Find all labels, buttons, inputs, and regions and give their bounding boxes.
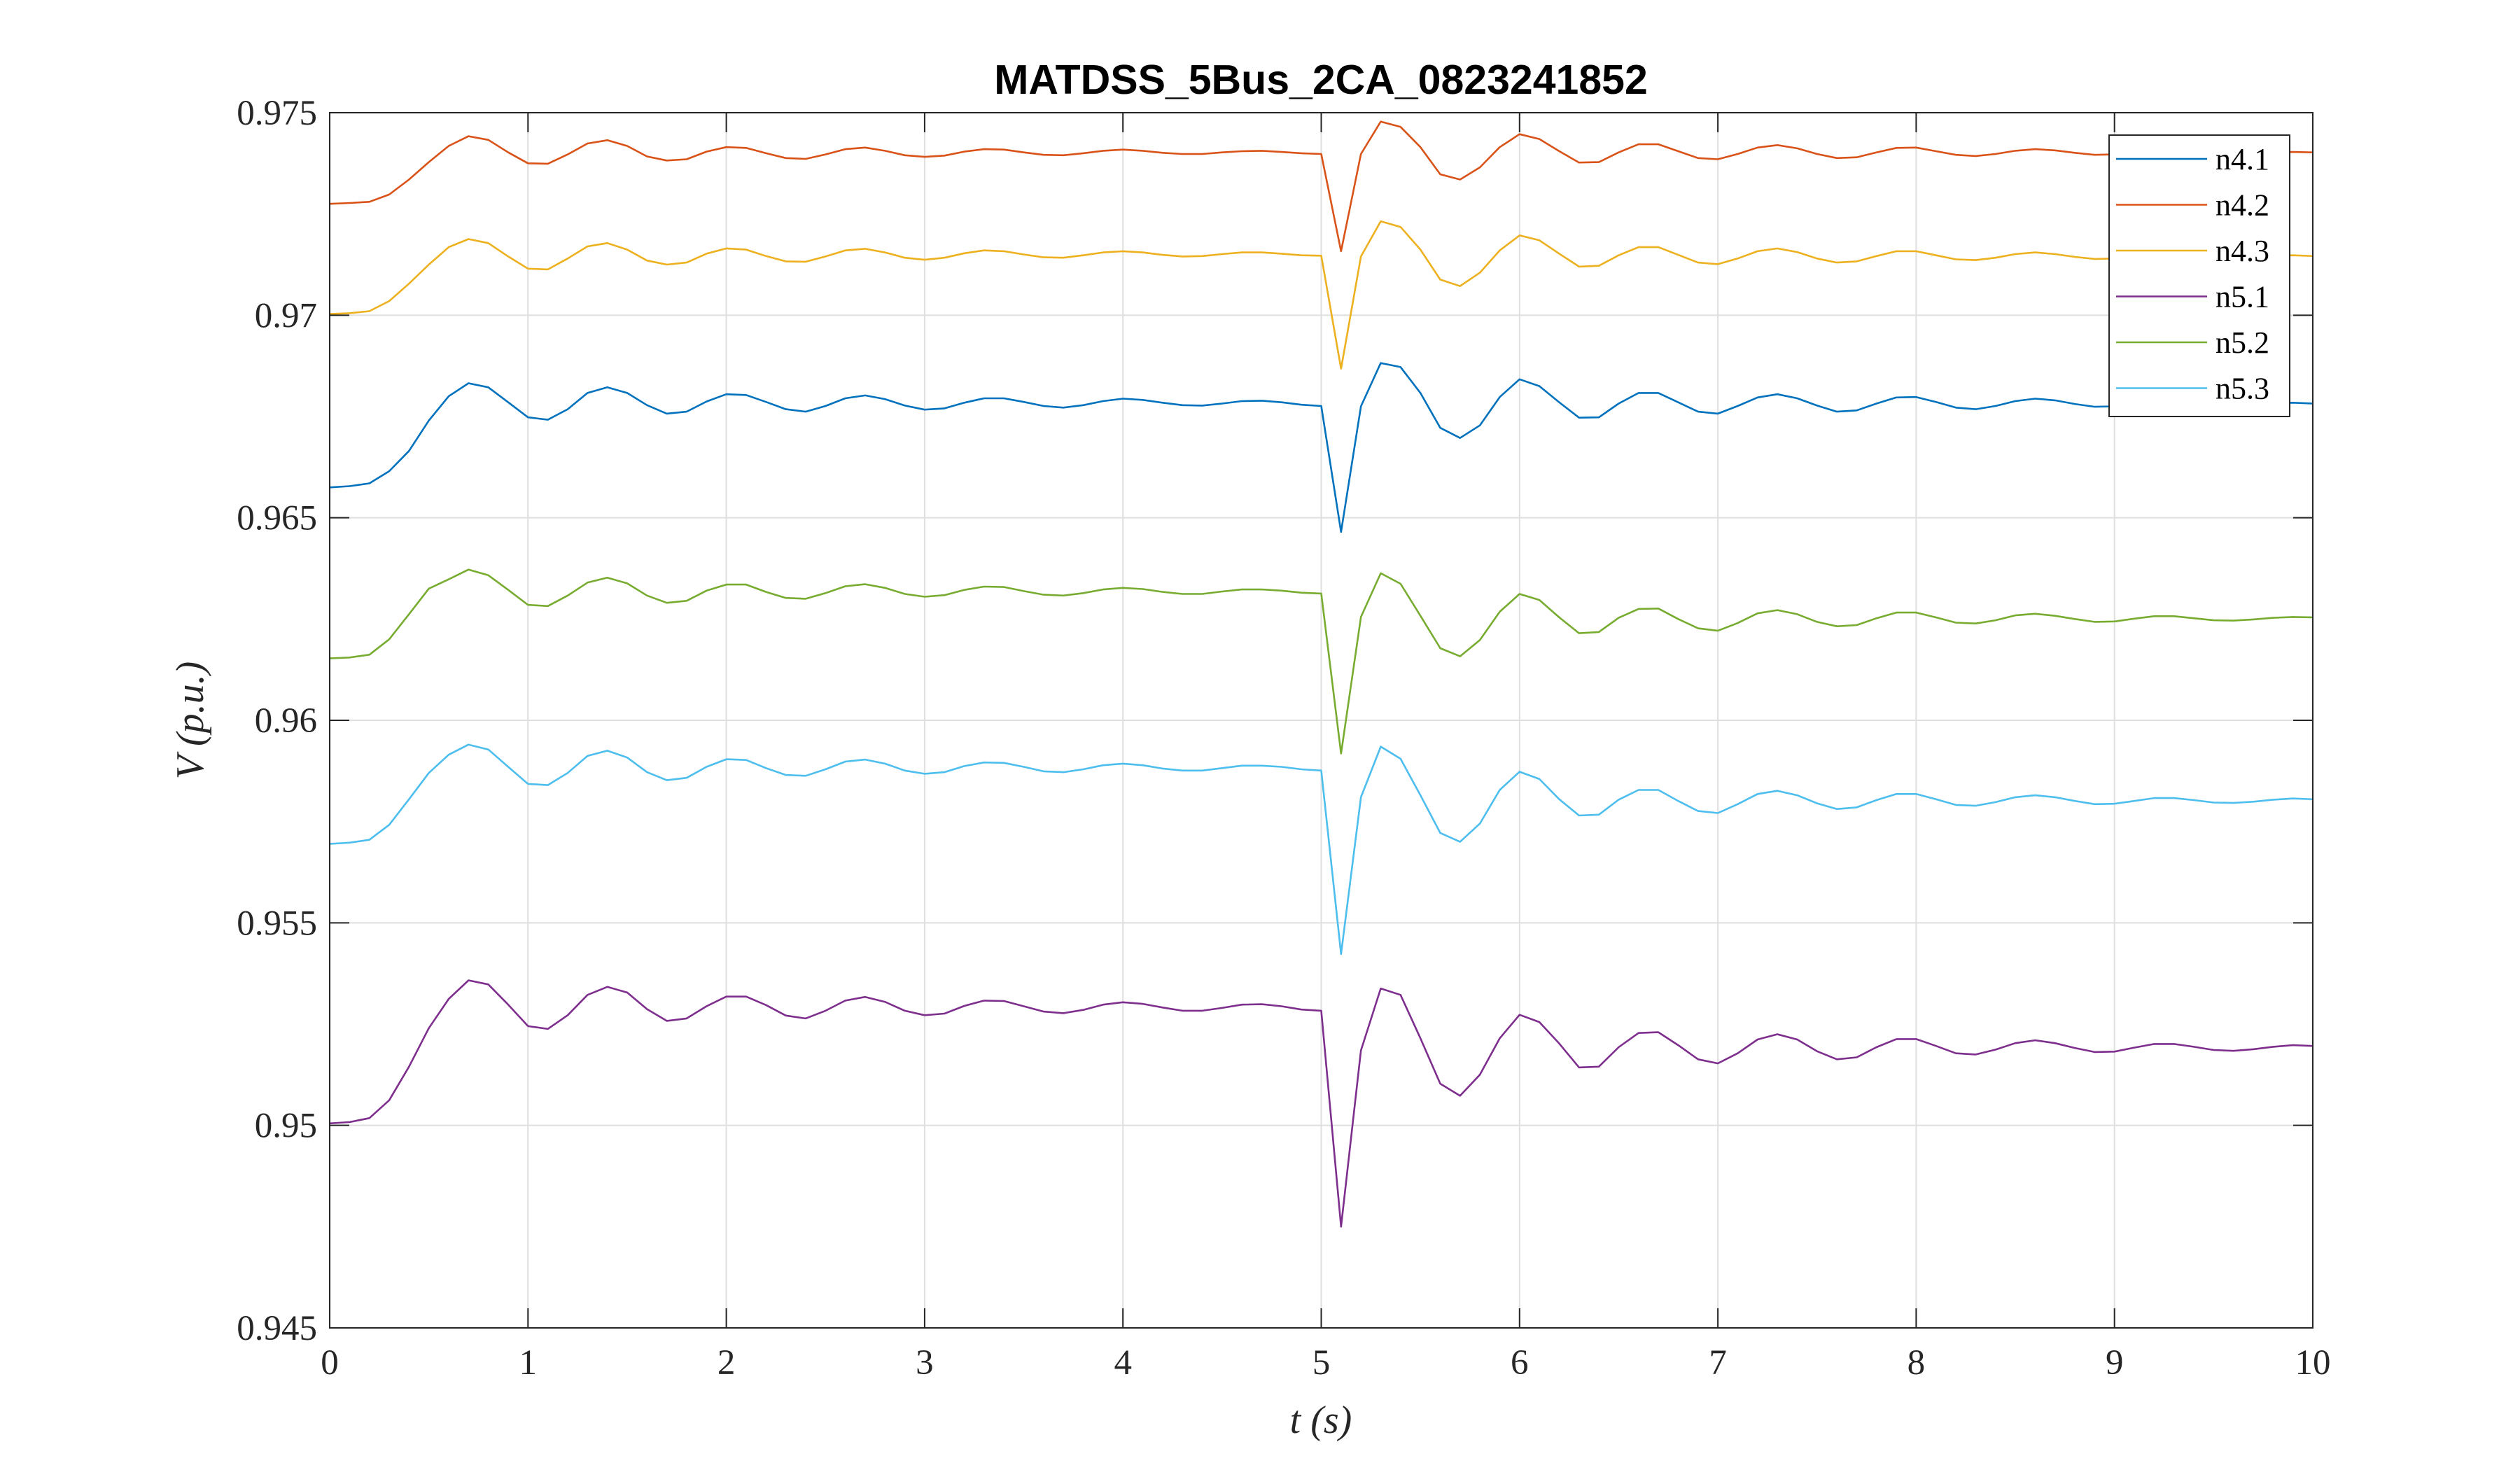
y-tick-label: 0.965 <box>237 499 317 538</box>
series-line-n5-3 <box>329 743 2314 955</box>
x-axis-label: t (s) <box>1290 1399 1352 1442</box>
y-tick-label: 0.975 <box>237 94 317 133</box>
y-tick-label: 0.945 <box>237 1309 317 1348</box>
x-tick-label: 3 <box>916 1343 934 1382</box>
legend-label: n5.2 <box>2216 326 2269 360</box>
x-tick-label: 6 <box>1511 1343 1529 1382</box>
y-tick-label: 0.97 <box>255 296 317 335</box>
series-line-n5-2 <box>329 568 2314 755</box>
x-tick-label: 0 <box>321 1343 339 1382</box>
x-tick-label: 4 <box>1114 1343 1132 1382</box>
legend-label: n4.1 <box>2216 142 2269 176</box>
legend-label: n5.3 <box>2216 372 2269 406</box>
series-line-n4-1 <box>329 362 2314 533</box>
x-tick-label: 8 <box>1907 1343 1926 1382</box>
y-tick-label: 0.95 <box>255 1107 317 1146</box>
y-tick-label: 0.955 <box>237 904 317 943</box>
x-tick-label: 10 <box>2295 1343 2331 1382</box>
series-line-n4-2 <box>329 120 2314 253</box>
axis-ticks <box>329 112 2314 1329</box>
legend: n4.1 n4.2 n4.3 n5.1 n5.2 n5.3 <box>2108 134 2290 417</box>
x-tick-label: 2 <box>718 1343 736 1382</box>
x-tick-label: 7 <box>1709 1343 1727 1382</box>
chart-title: MATDSS_5Bus_2CA_0823241852 <box>994 57 1648 103</box>
x-tick-label: 1 <box>519 1343 538 1382</box>
legend-label: n4.3 <box>2216 234 2269 268</box>
legend-label: n5.1 <box>2216 280 2269 314</box>
y-tick-label: 0.96 <box>255 701 317 741</box>
x-tick-label: 9 <box>2106 1343 2124 1382</box>
series-line-n5-1 <box>329 979 2314 1228</box>
tick-labels: 0 1 2 3 4 5 6 7 8 9 10 0.945 0.95 0.955 0.96 0.965 0.97 0… <box>237 94 2330 1382</box>
series-lines <box>329 120 2314 1228</box>
legend-label: n4.2 <box>2216 188 2269 223</box>
y-axis-label: V (p.u.) <box>169 662 212 780</box>
x-tick-label: 5 <box>1312 1343 1331 1382</box>
legend-box <box>2108 134 2290 417</box>
series-line-n4-3 <box>329 220 2314 370</box>
